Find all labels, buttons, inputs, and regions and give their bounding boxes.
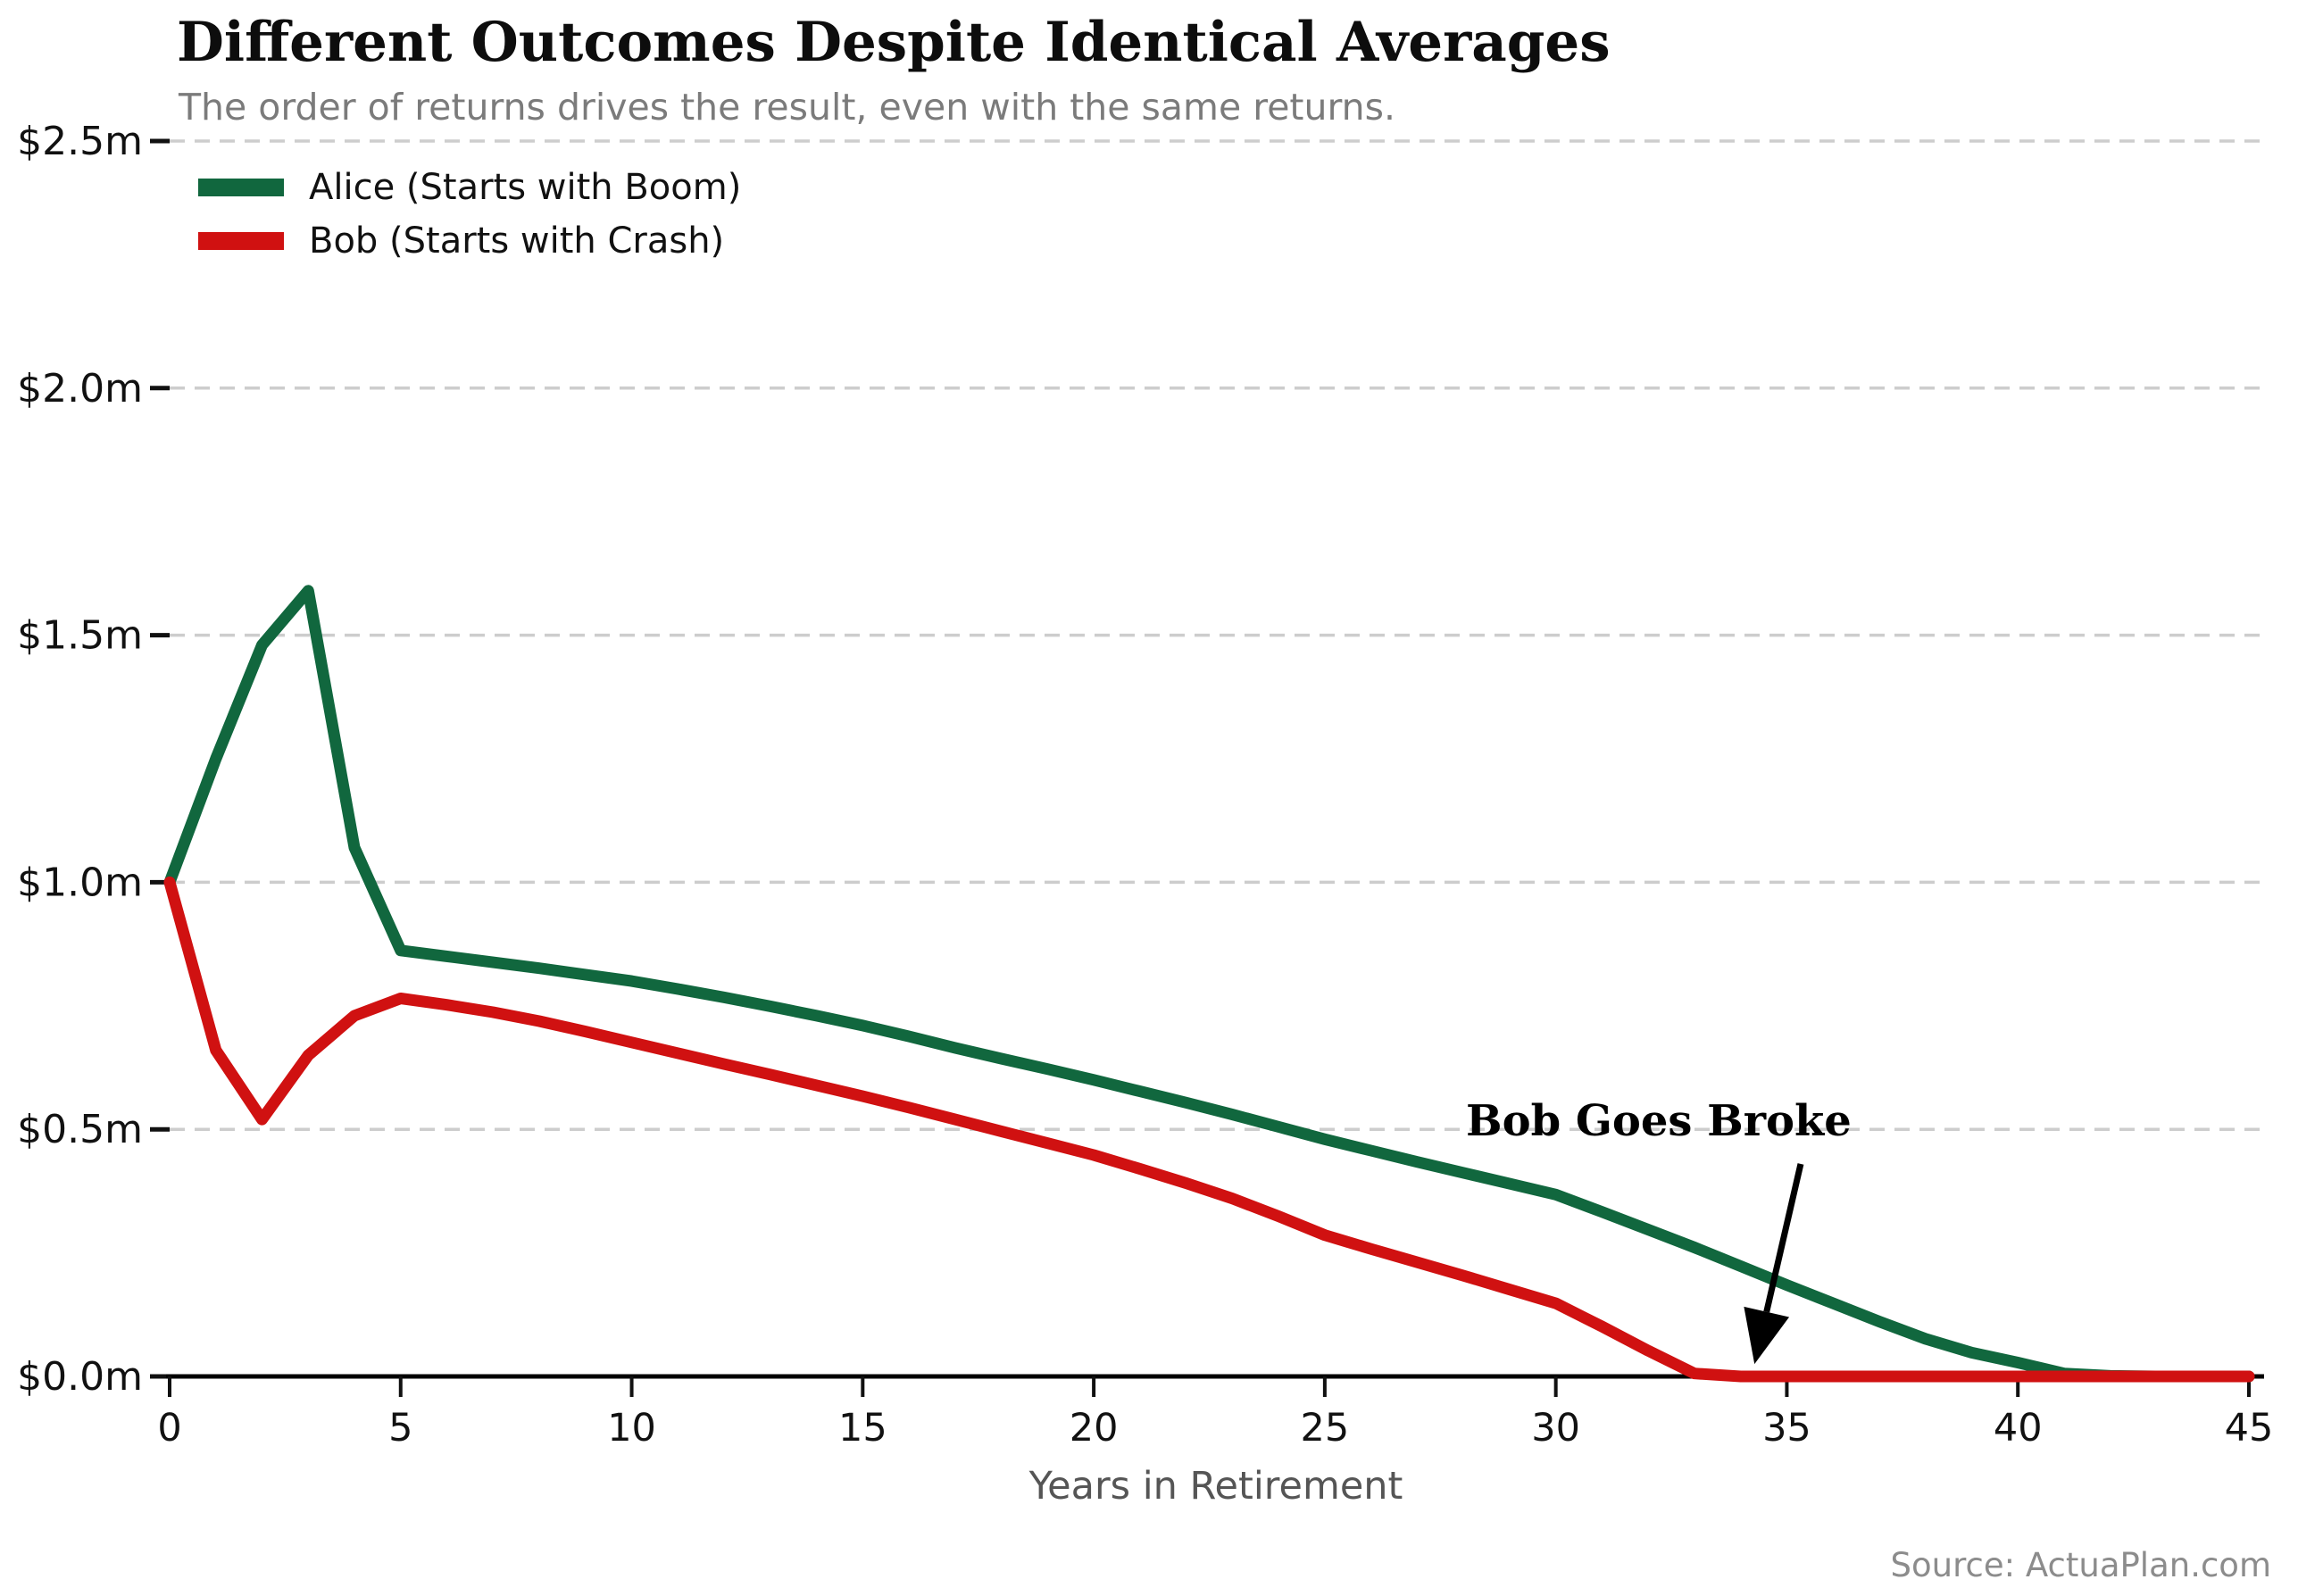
- y-tick-label: $2.5m: [17, 119, 143, 164]
- y-tick-label: $0.0m: [17, 1354, 143, 1400]
- y-tick-label: $2.0m: [17, 366, 143, 411]
- legend-item-bob: Bob (Starts with Crash): [198, 220, 741, 262]
- series-line-1: [163, 876, 2255, 1383]
- x-tick-label: 5: [388, 1406, 412, 1451]
- x-tick-label: 35: [1762, 1406, 1811, 1451]
- x-tick-label: 30: [1531, 1406, 1580, 1451]
- y-tick-label: $0.5m: [17, 1107, 143, 1152]
- x-axis-title: Years in Retirement: [1028, 1464, 1403, 1509]
- bob-series-swatch: [198, 232, 284, 250]
- series-line-0: [163, 585, 2255, 1383]
- x-tick-label: 40: [1994, 1406, 2043, 1451]
- x-tick-label: 45: [2225, 1406, 2274, 1451]
- alice-series-swatch: [198, 179, 284, 196]
- x-tick-label: 10: [607, 1406, 656, 1451]
- legend-label-bob: Bob (Starts with Crash): [309, 220, 725, 262]
- source-note: Source: ActuaPlan.com: [1890, 1546, 2271, 1584]
- x-tick-label: 25: [1301, 1406, 1350, 1451]
- chart-title: Different Outcomes Despite Identical Ave…: [177, 11, 1611, 74]
- y-tick-label: $1.0m: [17, 860, 143, 905]
- annotation-arrow-line: [1763, 1163, 1804, 1313]
- legend: Alice (Starts with Boom) Bob (Starts wit…: [198, 167, 742, 262]
- chart-subtitle: The order of returns drives the result, …: [179, 86, 1395, 129]
- x-tick-label: 15: [838, 1406, 887, 1451]
- legend-item-alice: Alice (Starts with Boom): [198, 167, 742, 208]
- annotation-arrow-head: [1744, 1306, 1790, 1365]
- x-tick-label: 0: [157, 1406, 181, 1451]
- x-tick-label: 20: [1070, 1406, 1119, 1451]
- legend-label-alice: Alice (Starts with Boom): [309, 167, 742, 208]
- annotation-bob-goes-broke: Bob Goes Broke: [1466, 1096, 1852, 1146]
- y-tick-label: $1.5m: [17, 613, 143, 659]
